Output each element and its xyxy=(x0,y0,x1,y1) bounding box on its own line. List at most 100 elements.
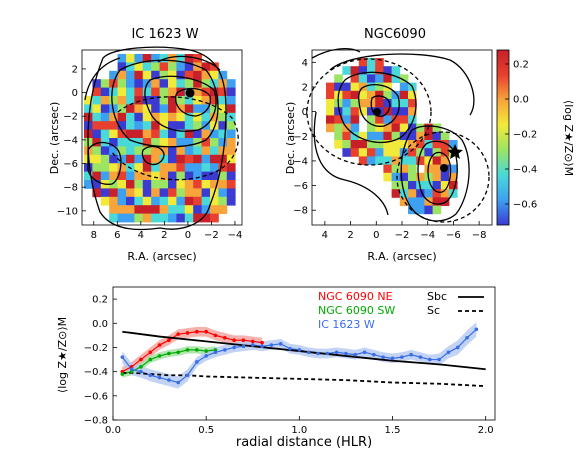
map-pixel xyxy=(168,213,177,223)
map-pixel xyxy=(184,205,194,214)
data-point-ic-1623-w xyxy=(213,350,218,355)
data-point-ic-1623-w xyxy=(232,345,236,350)
map-pixel xyxy=(440,181,450,190)
map-pixel xyxy=(117,87,127,97)
map-pixel xyxy=(176,213,186,223)
map-x-tick-label: −8 xyxy=(472,230,487,241)
map-pixel xyxy=(218,146,228,156)
data-point-ngc-6090-ne xyxy=(241,338,246,343)
map-pixel xyxy=(100,104,110,114)
map-pixel xyxy=(117,196,127,206)
map-pixel xyxy=(342,107,351,116)
map-pixel xyxy=(193,163,202,172)
map-pixel xyxy=(151,205,160,214)
data-point-ic-1623-w xyxy=(139,369,143,374)
map-pixel xyxy=(117,54,127,63)
map-y-tick-label: −4 xyxy=(293,156,308,167)
map-pixel xyxy=(358,74,368,83)
map-pixel xyxy=(142,62,152,72)
map-pixel xyxy=(201,146,211,156)
map-pixel xyxy=(184,54,194,63)
map-pixel xyxy=(350,131,360,141)
map-pixel xyxy=(334,123,343,133)
map-pixel xyxy=(210,171,219,181)
map-x-tick-label: −2 xyxy=(204,230,219,241)
map-pixel xyxy=(134,79,144,88)
map-pixel xyxy=(424,205,433,215)
data-point-ic-1623-w xyxy=(167,378,171,382)
legend: NGC 6090 NE NGC 6090 SW IC 1623 W Sbc Sc xyxy=(318,290,484,331)
data-point-ic-1623-w xyxy=(334,350,339,355)
map-pixel xyxy=(391,164,401,174)
map-pixel xyxy=(151,180,160,189)
plot-x-tick-label: 1.0 xyxy=(291,425,307,436)
map-pixel xyxy=(142,154,152,164)
map-pixel xyxy=(218,196,228,206)
map-pixel xyxy=(84,96,93,105)
map-pixel xyxy=(399,156,409,165)
map-y-tick-label: 0 xyxy=(72,88,78,99)
map-pixel xyxy=(92,104,102,114)
map-pixel xyxy=(383,140,392,149)
map-pixel xyxy=(168,146,177,156)
map-pixel xyxy=(159,163,169,172)
data-point-ic-1623-w xyxy=(400,355,404,359)
map-pixel xyxy=(218,180,228,189)
map-pixel xyxy=(350,123,360,133)
map-pixel xyxy=(176,138,186,147)
map-pixel xyxy=(92,146,102,156)
map-pixel xyxy=(193,104,202,114)
map-pixel xyxy=(176,154,186,164)
data-point-ic-1623-w xyxy=(390,356,395,361)
map-pixel xyxy=(134,213,144,223)
data-point-ngc-6090-sw xyxy=(139,365,143,369)
map-pixel xyxy=(142,70,152,80)
map-x-tick-label: 4 xyxy=(322,230,328,241)
map-pixel xyxy=(92,138,102,147)
map-pixel xyxy=(151,163,160,172)
map-pixel xyxy=(193,129,202,139)
map-pixel xyxy=(201,138,211,147)
map-pixel xyxy=(432,189,442,198)
map-pixel xyxy=(142,87,152,97)
map-pixel xyxy=(193,171,202,181)
map-pixel xyxy=(449,189,458,198)
map-pixel xyxy=(334,140,343,149)
colorbar-tick-label: 0.0 xyxy=(513,95,529,106)
map-y-tick-label: −8 xyxy=(63,183,78,194)
map-pixel xyxy=(449,140,458,149)
map-pixel xyxy=(440,172,450,182)
data-point-ngc-6090-ne xyxy=(213,333,218,338)
map-pixel xyxy=(218,188,228,198)
map-pixel xyxy=(358,66,368,75)
map-y-tick-label: −2 xyxy=(293,132,308,143)
map-pixel xyxy=(176,112,186,122)
map-pixel xyxy=(168,129,177,139)
map-pixel xyxy=(226,96,236,105)
map-pixel xyxy=(126,79,135,88)
map-pixel xyxy=(201,129,211,139)
map-pixel xyxy=(193,112,202,122)
map-pixel xyxy=(159,104,169,114)
data-point-ngc-6090-sw xyxy=(167,351,171,356)
data-point-ngc-6090-sw xyxy=(204,349,208,353)
ellipse-dashed xyxy=(111,96,239,181)
map-x-tick-label: −6 xyxy=(446,230,461,241)
map-pixel xyxy=(399,181,409,190)
map-pixel xyxy=(117,104,127,114)
map-pixel xyxy=(184,62,194,72)
map-pixel xyxy=(391,99,401,108)
map-pixel xyxy=(126,104,135,114)
map-pixel xyxy=(432,205,442,215)
data-point-ic-1623-w xyxy=(474,327,479,332)
map-pixel xyxy=(375,66,384,75)
map-pixel xyxy=(134,121,144,130)
plot-x-tick-label: 2.0 xyxy=(478,425,494,436)
data-point-ngc-6090-sw xyxy=(195,348,199,352)
map-pixel xyxy=(142,163,152,172)
map-pixel xyxy=(408,123,417,133)
data-point-ngc-6090-ne xyxy=(167,338,171,343)
map-pixel xyxy=(210,62,219,72)
map-pixel xyxy=(226,79,236,88)
map-pixel xyxy=(342,66,351,75)
